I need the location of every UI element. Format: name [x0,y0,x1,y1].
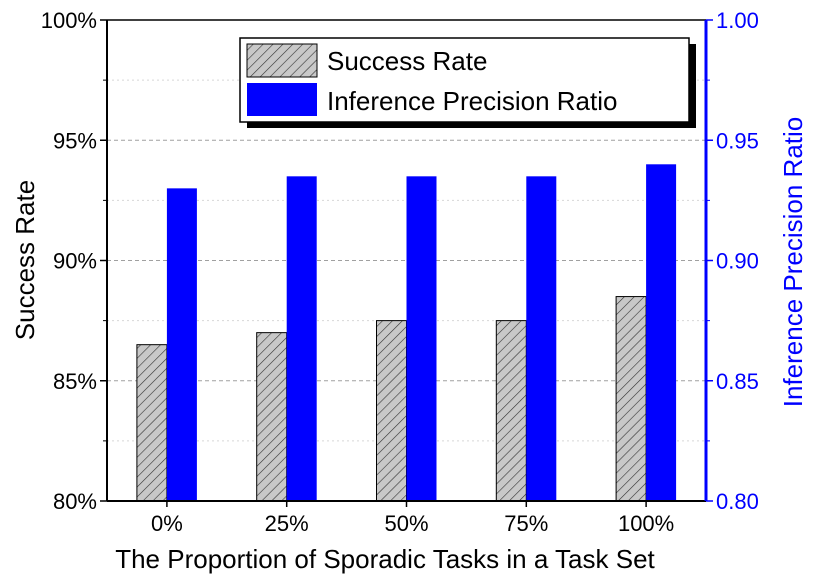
bar-success-rate [495,320,527,502]
right-y-axis-title: Inference Precision Ratio [778,117,808,407]
x-tick-label: 25% [265,511,309,536]
right-tick-label: 0.85 [716,369,759,394]
legend-swatch-success-rate [246,43,318,78]
x-axis-title: The Proportion of Sporadic Tasks in a Ta… [115,544,655,574]
x-axis-ticks: 0% 25% 50% 75% 100% [151,501,674,536]
bar-success-rate [615,296,647,502]
bar-inference-precision-ratio [286,176,317,501]
left-y-axis-title: Success Rate [10,180,40,340]
bar-success-rate [376,320,407,502]
bars [136,164,677,502]
x-tick-label: 0% [151,511,183,536]
left-tick-label: 95% [53,128,97,153]
gridlines [107,79,706,442]
legend: Success Rate Inference Precision Ratio [239,37,696,128]
bar-inference-precision-ratio [646,164,677,502]
left-tick-label: 100% [41,8,97,33]
left-y-axis-ticks: 80% 85% 90% 95% 100% [41,8,107,514]
legend-swatch-inference-precision-ratio [247,83,317,116]
bar-success-rate [136,344,168,502]
bar-inference-precision-ratio [166,188,197,501]
left-tick-label: 80% [53,489,97,514]
right-tick-label: 0.95 [716,128,759,153]
x-tick-label: 75% [504,511,548,536]
bar-inference-precision-ratio [406,176,437,501]
x-tick-label: 50% [384,511,428,536]
right-y-axis-ticks: 0.80 0.85 0.90 0.95 1.00 [706,8,759,514]
left-tick-label: 85% [53,369,97,394]
x-tick-label: 100% [618,511,674,536]
left-tick-label: 90% [53,249,97,274]
right-tick-label: 0.90 [716,249,759,274]
legend-label-inference-precision-ratio: Inference Precision Ratio [327,86,617,116]
legend-label-success-rate: Success Rate [327,46,487,76]
right-tick-label: 1.00 [716,8,759,33]
bar-inference-precision-ratio [526,176,557,501]
right-tick-label: 0.80 [716,489,759,514]
bar-success-rate [256,332,288,502]
